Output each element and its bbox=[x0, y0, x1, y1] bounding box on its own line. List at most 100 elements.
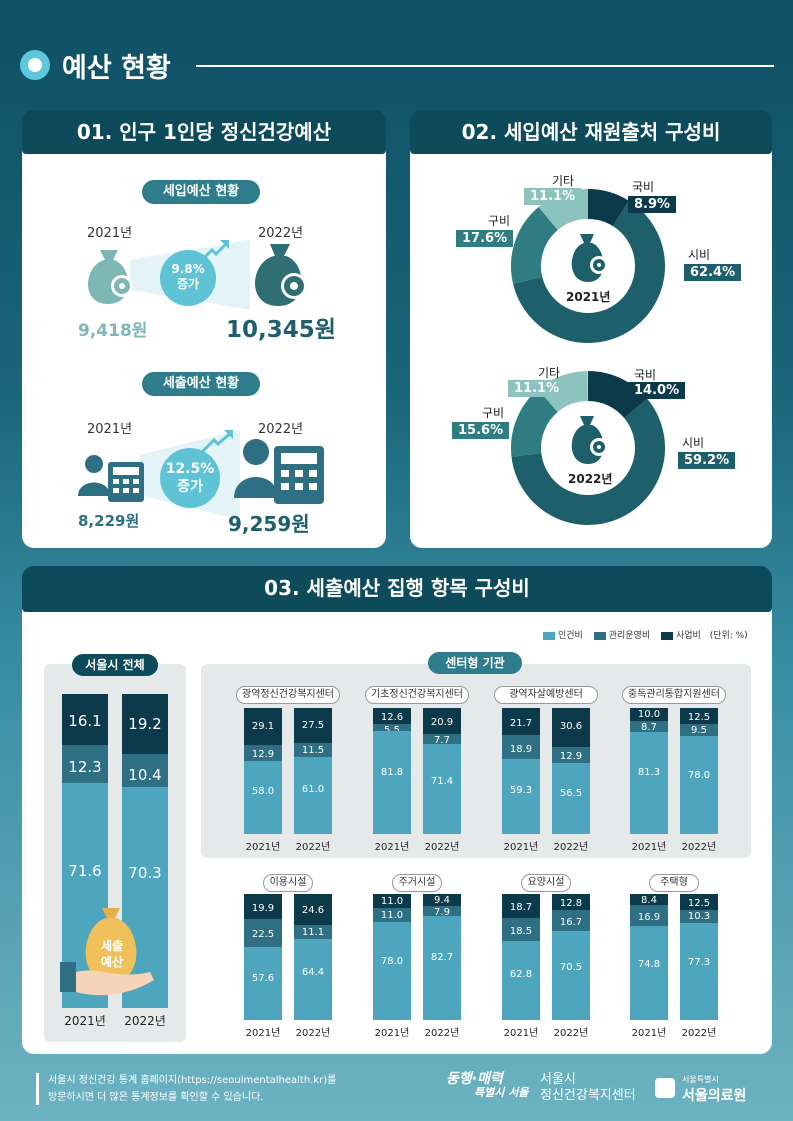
group-label: 중독관리통합지원센터 bbox=[622, 686, 726, 704]
bar-segment-personnel: 78.0 bbox=[680, 735, 718, 834]
bar-segment-project: 9.4 bbox=[423, 894, 461, 906]
expense-label: 세출예산 현황 bbox=[142, 372, 260, 396]
bar-year-label: 2021년 bbox=[503, 1028, 539, 1039]
bar-value: 71.6 bbox=[68, 861, 102, 880]
header-divider bbox=[196, 65, 774, 67]
bar-value: 19.9 bbox=[251, 902, 275, 914]
money-bag-gear-icon bbox=[571, 416, 608, 464]
bar-segment-personnel: 82.7 bbox=[423, 915, 461, 1020]
bar-year-label: 2022년 bbox=[295, 1028, 331, 1039]
bar-segment-operation: 11.0 bbox=[373, 907, 411, 922]
expense-value2: 9,259원 bbox=[228, 512, 310, 536]
logo3-line2: 서울의료원 bbox=[682, 1088, 747, 1104]
footer-note: 서울시 정신건강 통계 홈페이지(https://seoulmentalheal… bbox=[48, 1072, 336, 1106]
bar-segment-personnel: 62.8 bbox=[502, 940, 540, 1020]
bar-value: 61.0 bbox=[301, 784, 325, 796]
income-growth-word: 증가 bbox=[176, 277, 200, 291]
bar-segment-personnel: 71.4 bbox=[423, 744, 461, 834]
bar-value: 56.5 bbox=[559, 787, 583, 799]
bar-segment-project: 12.8 bbox=[552, 894, 590, 911]
footer-line2: 방문하시면 더 많은 통계정보를 확인할 수 있습니다. bbox=[48, 1092, 264, 1103]
bar-value: 81.8 bbox=[380, 766, 404, 778]
income-year2: 2022년 bbox=[258, 226, 304, 241]
bar-segment-operation: 16.7 bbox=[552, 910, 590, 932]
legend-operation: 관리운영비 bbox=[608, 631, 651, 641]
bar-value: 57.6 bbox=[251, 972, 275, 984]
up-arrow-icon bbox=[200, 240, 230, 262]
donut1-etc-value: 11.1% bbox=[524, 188, 582, 205]
bar-value: 8.7 bbox=[641, 721, 657, 733]
bar-segment-project: 27.5 bbox=[294, 708, 332, 743]
logo1-line1: 동행·매력 bbox=[446, 1071, 503, 1087]
section3-title: 03. 세출예산 집행 항목 구성비 bbox=[22, 566, 772, 612]
bar-segment-operation: 16.9 bbox=[630, 904, 668, 926]
bar-segment-project: 30.6 bbox=[552, 708, 590, 747]
income-value1: 9,418원 bbox=[78, 321, 148, 341]
bar-value: 12.9 bbox=[251, 748, 275, 760]
heart-icon bbox=[655, 1078, 675, 1098]
donut1-gu-label: 구비 bbox=[488, 214, 511, 228]
bar-segment-personnel: 81.8 bbox=[373, 730, 411, 834]
bar-segment-operation: 10.4 bbox=[122, 754, 168, 788]
logo2-line1: 서울시 bbox=[540, 1072, 576, 1087]
section1-title: 01. 인구 1인당 정신건강예산 bbox=[22, 110, 386, 154]
bar-value: 12.5 bbox=[687, 711, 711, 723]
bar-segment-operation: 9.5 bbox=[680, 723, 718, 736]
seoul-slogan-logo: 동행·매력 특별시 서울 bbox=[446, 1072, 528, 1100]
section2-title: 02. 세입예산 재원출처 구성비 bbox=[410, 110, 772, 154]
bar-value: 78.0 bbox=[380, 956, 404, 968]
bar-value: 11.5 bbox=[301, 745, 325, 757]
expense-year2: 2022년 bbox=[258, 422, 304, 437]
bar-value: 9.5 bbox=[691, 724, 707, 736]
bar-value: 11.1 bbox=[301, 926, 325, 938]
legend-swatch-project bbox=[661, 631, 673, 640]
bar-year-label: 2021년 bbox=[631, 1028, 667, 1039]
bar-value: 10.0 bbox=[637, 709, 661, 720]
bar-segment-personnel: 70.5 bbox=[552, 931, 590, 1020]
bar-value: 74.8 bbox=[637, 958, 661, 970]
bar-value: 64.4 bbox=[301, 967, 325, 979]
bar-value: 71.4 bbox=[430, 775, 454, 787]
bullet-icon bbox=[20, 50, 50, 80]
bar-segment-operation: 10.3 bbox=[680, 909, 718, 923]
expense-growth-word: 증가 bbox=[177, 479, 203, 495]
bar-value: 18.5 bbox=[509, 925, 533, 937]
bar-value: 11.0 bbox=[380, 909, 404, 921]
bar-value: 18.9 bbox=[509, 743, 533, 755]
person-calculator-icon bbox=[78, 455, 144, 502]
bar-value: 5.5 bbox=[373, 724, 411, 736]
legend-unit: (단위: %) bbox=[709, 631, 748, 641]
bar-value: 24.6 bbox=[301, 904, 325, 916]
bar-value: 12.6 bbox=[380, 711, 404, 723]
bar-year-label: 2021년 bbox=[245, 842, 281, 853]
donut2-year: 2022년 bbox=[568, 472, 613, 486]
bar-segment-operation: 18.5 bbox=[502, 917, 540, 941]
bar-year-label: 2022년 bbox=[424, 1028, 460, 1039]
money-bag-gear-icon bbox=[255, 244, 307, 306]
bar-segment-project: 12.6 bbox=[373, 708, 411, 724]
bar-segment-operation: 11.1 bbox=[294, 924, 332, 939]
bar-segment-personnel: 59.3 bbox=[502, 759, 540, 834]
bar-value: 12.8 bbox=[559, 898, 583, 910]
bar-segment-project: 24.6 bbox=[294, 894, 332, 925]
bar-value: 10.3 bbox=[687, 910, 711, 922]
bar-segment-personnel: 78.0 bbox=[373, 921, 411, 1020]
income-growth-value: 9.8% bbox=[171, 262, 205, 276]
bag-text: 세출 예산 bbox=[92, 938, 132, 970]
donut2-etc-value: 11.1% bbox=[508, 380, 566, 397]
bar-value: 22.5 bbox=[251, 928, 275, 940]
bar-segment-operation: 11.5 bbox=[294, 742, 332, 758]
bar-year-label: 2022년 bbox=[553, 1028, 589, 1039]
legend-swatch-personnel bbox=[543, 631, 555, 640]
group-label: 주택형 bbox=[649, 874, 699, 892]
bar-segment-personnel: 57.6 bbox=[244, 947, 282, 1020]
bar-value: 59.3 bbox=[509, 785, 533, 797]
donut-slice-national bbox=[587, 189, 629, 227]
bar-segment-operation: 12.9 bbox=[552, 746, 590, 763]
center-logo: 서울시 정신건강복지센터 bbox=[540, 1072, 636, 1104]
legend-personnel: 인건비 bbox=[558, 631, 583, 641]
donut-slice-gu bbox=[511, 389, 559, 457]
money-bag-gear-icon bbox=[571, 234, 608, 282]
bar-segment-project: 16.1 bbox=[62, 694, 108, 745]
